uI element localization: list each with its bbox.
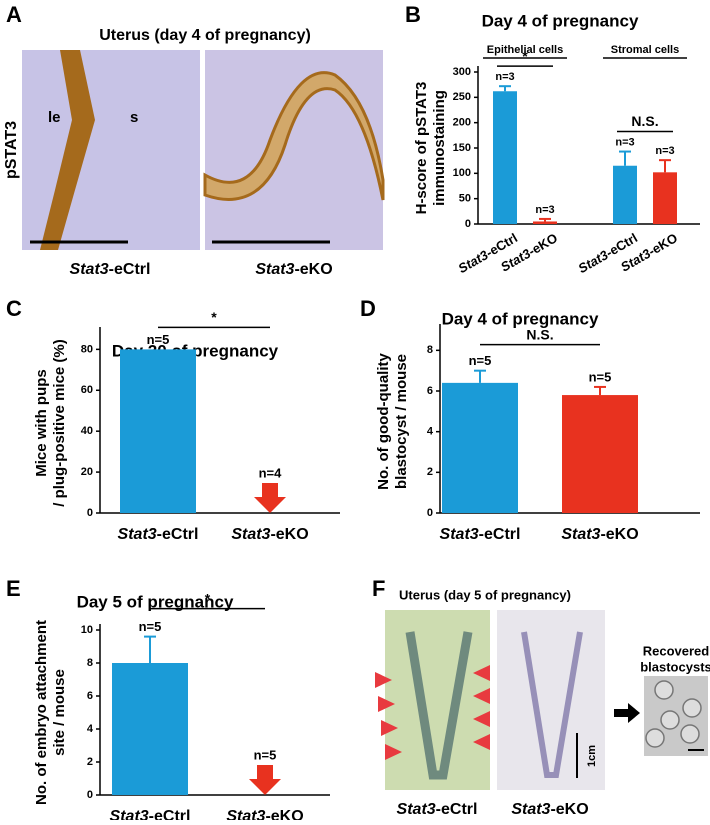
y-tick-label: 250	[453, 91, 471, 103]
scale-label: 1cm	[586, 745, 598, 767]
chart-title: Day 4 of pregnancy	[482, 11, 639, 30]
group-label: Stromal cells	[611, 44, 679, 56]
n-label: n=5	[254, 747, 277, 762]
zero-arrow	[254, 483, 286, 513]
y-tick-label: 100	[453, 167, 471, 179]
n-label: n=3	[535, 204, 554, 216]
y-tick-label: 0	[465, 218, 471, 230]
n-label: n=3	[655, 145, 674, 157]
significance-label: N.S.	[526, 326, 553, 342]
zero-arrow	[249, 765, 281, 795]
uterus-photo	[385, 610, 490, 790]
panel-letter: A	[6, 2, 22, 27]
uterus	[521, 631, 583, 778]
y-axis-title: No. of embryo attachment	[33, 620, 50, 805]
y-tick-label: 50	[459, 193, 471, 205]
significance-label: *	[205, 590, 211, 606]
y-tick-label: 8	[427, 344, 433, 356]
bar	[112, 663, 188, 795]
panel-letter: B	[405, 2, 421, 27]
micrograph	[205, 50, 383, 250]
n-label: n=5	[147, 332, 170, 347]
y-tick-label: 6	[87, 690, 93, 702]
y-tick-label: 20	[81, 466, 93, 478]
y-tick-label: 60	[81, 384, 93, 396]
y-axis-title: Mice with pups	[33, 369, 50, 477]
n-label: n=4	[259, 465, 283, 480]
image-label: Recovered	[643, 643, 710, 658]
image-caption: Stat3-eCtrl	[70, 261, 151, 278]
y-axis-title: immunostaining	[431, 90, 448, 206]
image-label: blastocysts	[640, 659, 710, 674]
attachment-markers	[375, 665, 490, 760]
y-tick-label: 150	[453, 142, 471, 154]
y-tick-label: 4	[427, 426, 434, 438]
x-tick-label: Stat3-eCtrl	[118, 526, 199, 543]
group-label: Epithelial cells	[487, 44, 563, 56]
y-tick-label: 6	[427, 385, 433, 397]
image-caption: Stat3-eKO	[511, 801, 588, 818]
image-caption: Stat3-eKO	[255, 261, 332, 278]
region-label: s	[130, 109, 138, 126]
y-tick-label: 8	[87, 657, 93, 669]
significance-label: *	[522, 48, 528, 64]
y-tick-label: 0	[87, 789, 93, 801]
y-tick-label: 0	[87, 507, 93, 519]
y-tick-label: 300	[453, 66, 471, 78]
epithelium	[40, 50, 95, 250]
bar	[493, 91, 517, 225]
significance-label: *	[211, 309, 217, 325]
significance-label: N.S.	[631, 113, 658, 129]
panel-letter: E	[6, 576, 21, 601]
n-label: n=5	[139, 619, 162, 634]
y-axis-title: / plug-positive mice (%)	[51, 339, 68, 507]
chart-title: Day 4 of pregnancy	[442, 309, 599, 328]
n-label: n=5	[469, 353, 492, 368]
y-tick-label: 4	[87, 723, 94, 735]
y-tick-label: 80	[81, 343, 93, 355]
x-tick-label: Stat3-eCtrl	[110, 808, 191, 820]
x-tick-label: Stat3-eKO	[226, 808, 303, 820]
panel-letter: C	[6, 296, 22, 321]
uterus-photo	[497, 610, 605, 790]
n-label: n=3	[495, 71, 514, 83]
x-tick-label: Stat3-eKO	[231, 526, 308, 543]
y-tick-label: 2	[87, 756, 93, 768]
y-axis-title: site / mouse	[51, 669, 68, 756]
y-axis-title: blastocyst / mouse	[393, 354, 410, 489]
arrow	[614, 703, 640, 723]
y-tick-label: 2	[427, 466, 433, 478]
uterus	[405, 631, 473, 780]
bar	[562, 395, 638, 513]
x-tick-label: Stat3-eCtrl	[440, 526, 521, 543]
panel-title: Uterus (day 5 of pregnancy)	[399, 587, 571, 602]
bar	[653, 172, 677, 224]
stain-label: pSTAT3	[3, 121, 20, 179]
epithelium	[203, 71, 385, 201]
n-label: n=3	[615, 136, 634, 148]
y-axis-title: No. of good-quality	[375, 353, 392, 490]
blastocysts	[645, 680, 702, 748]
panel-letter: D	[360, 296, 376, 321]
image-caption: Stat3-eCtrl	[397, 801, 478, 818]
y-tick-label: 40	[81, 425, 93, 437]
y-tick-label: 10	[81, 624, 93, 636]
region-label: le	[48, 109, 61, 126]
x-tick-label: Stat3-eKO	[561, 526, 638, 543]
bar	[442, 382, 518, 513]
panel-title: Uterus (day 4 of pregnancy)	[99, 27, 311, 44]
n-label: n=5	[589, 369, 612, 384]
bar	[533, 221, 557, 224]
y-tick-label: 200	[453, 117, 471, 129]
bar	[120, 349, 196, 513]
chart-title: Day 5 of pregnancy	[77, 592, 234, 611]
y-tick-label: 0	[427, 507, 433, 519]
y-axis-title: H-score of pSTAT3	[413, 82, 430, 215]
bar	[613, 165, 637, 224]
panel-letter: F	[372, 576, 385, 601]
